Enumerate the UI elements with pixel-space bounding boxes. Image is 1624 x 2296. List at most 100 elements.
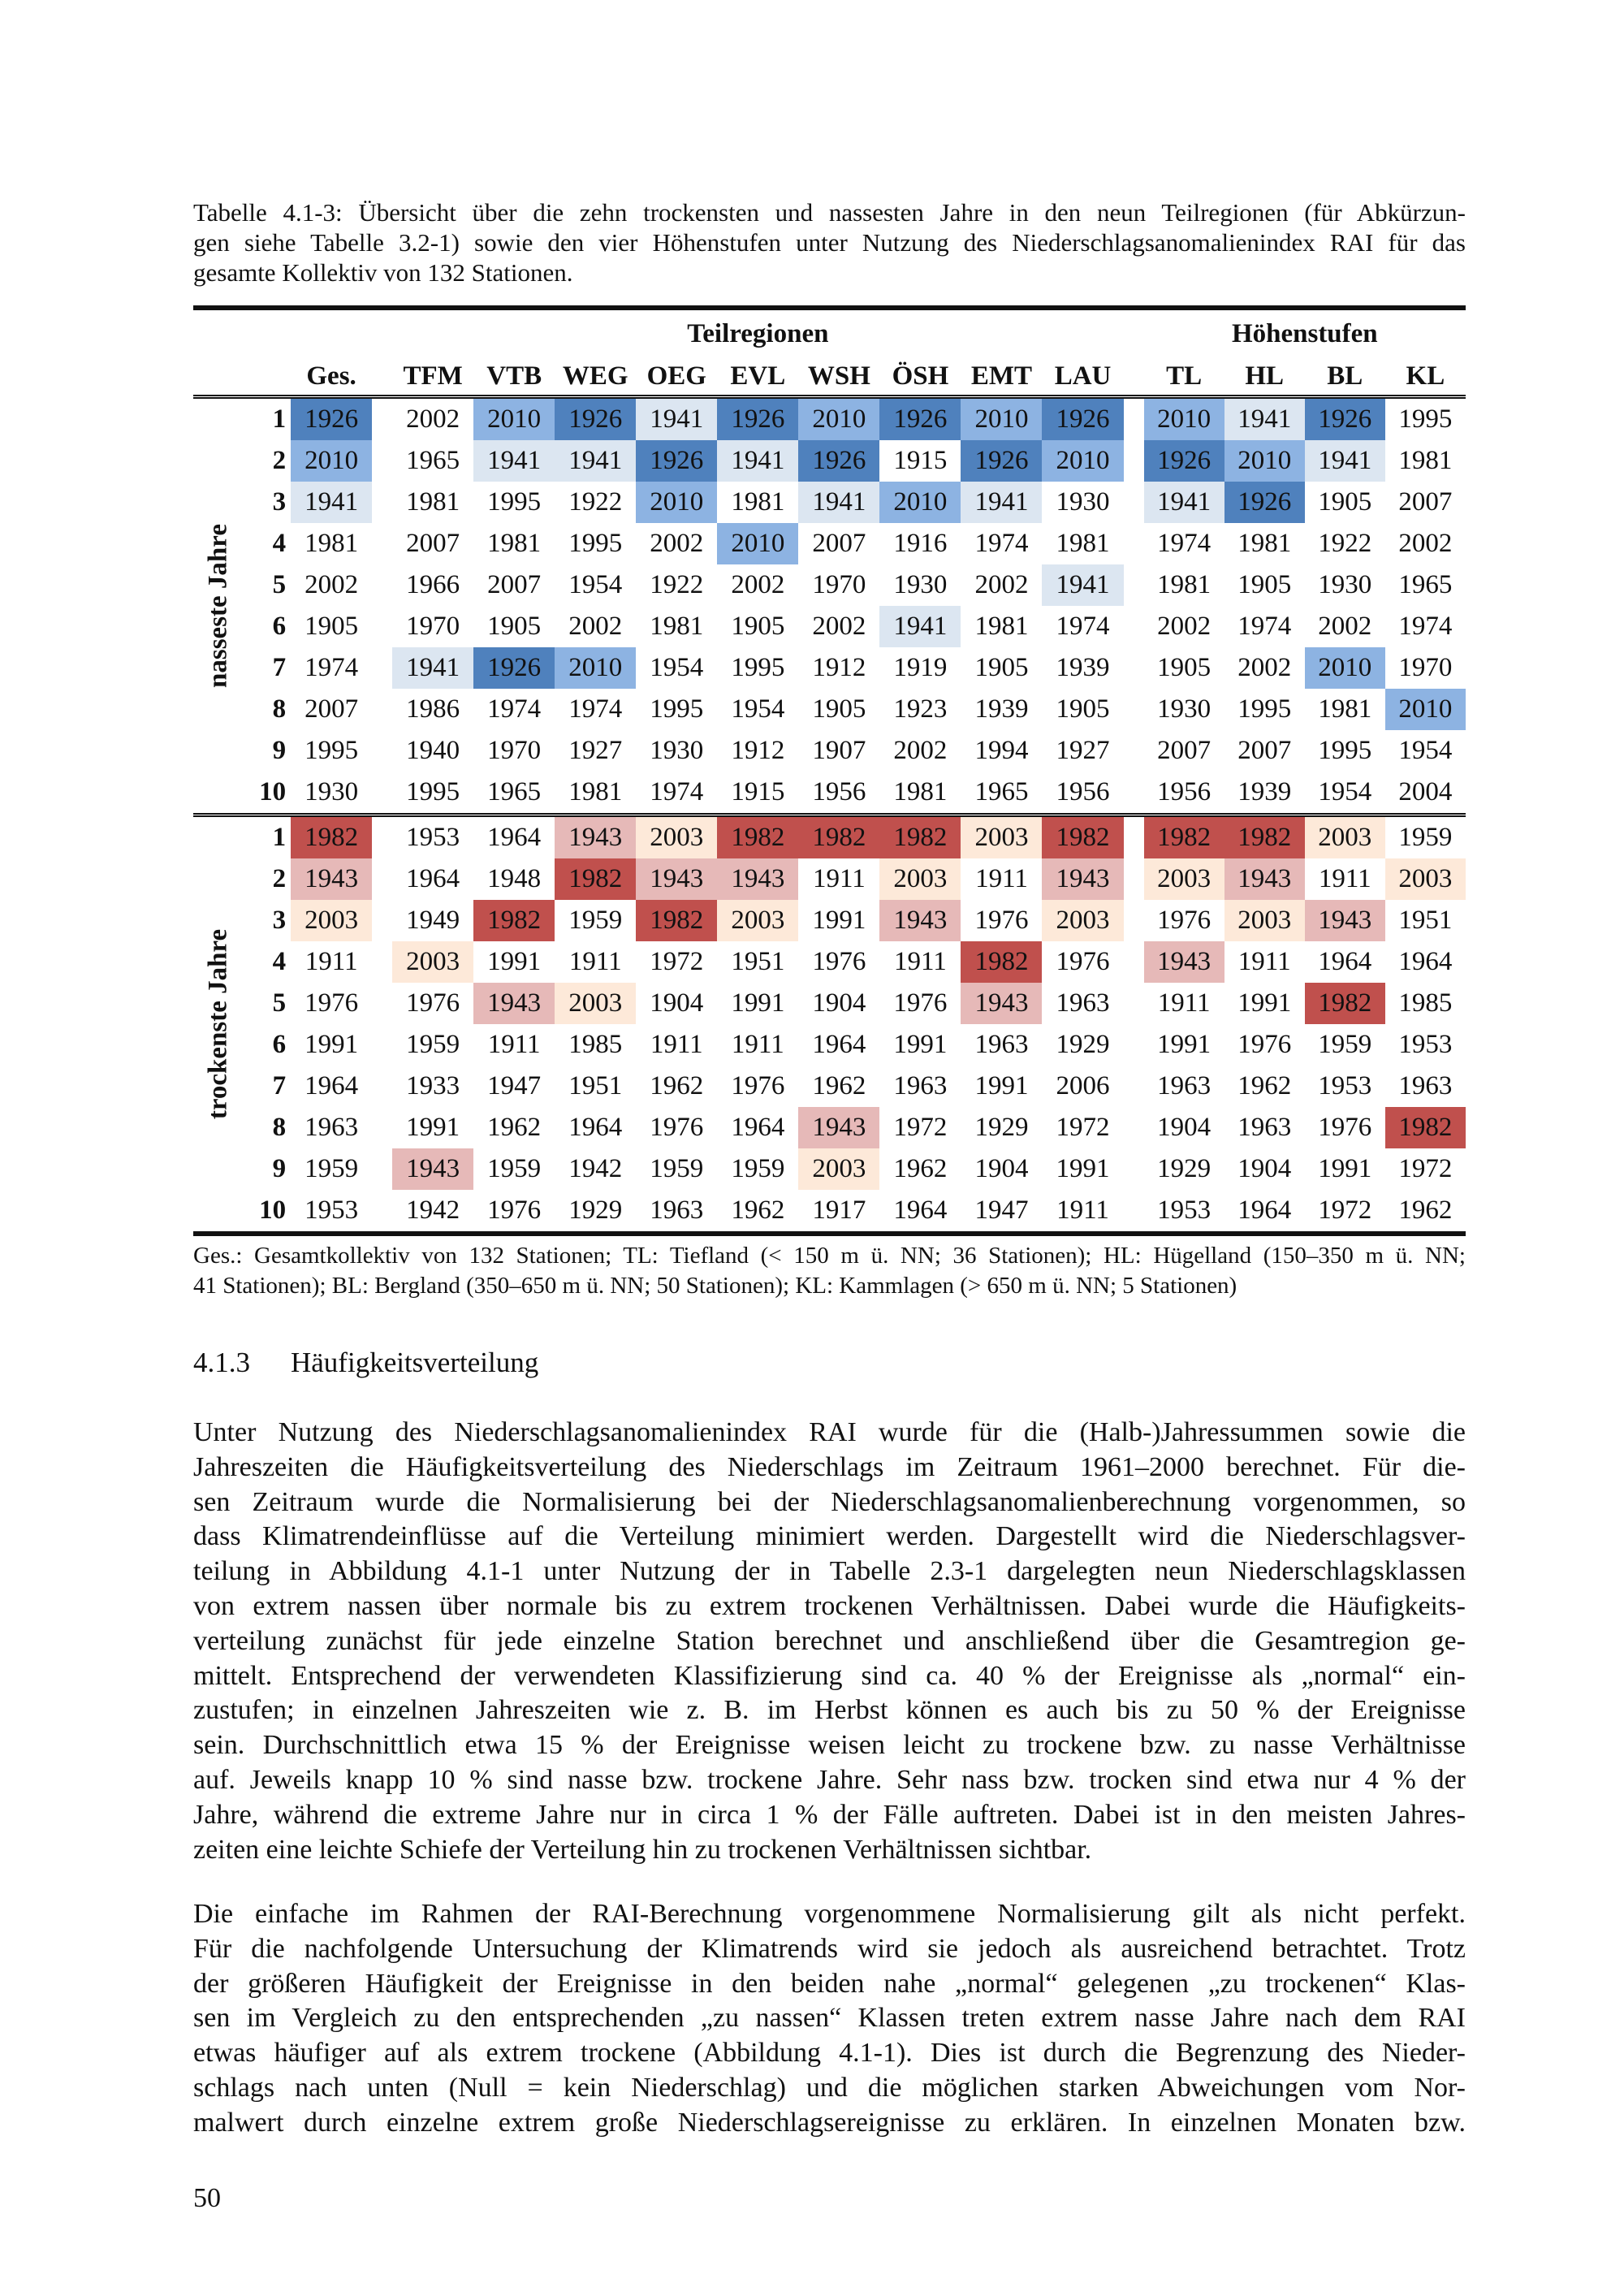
- year-cell: 1927: [1056, 736, 1110, 765]
- year-cell: 1991: [731, 988, 785, 1018]
- year-cell: 1949: [406, 906, 460, 935]
- spacer-cell: [372, 1190, 392, 1234]
- table-row: trockenste Jahre 1 1982 1953 1964 1943 2003 198…: [193, 815, 1466, 1119]
- year-cell: 1991: [812, 906, 866, 935]
- year-cell: 1974: [487, 694, 542, 724]
- year-cell: 1930: [650, 736, 704, 765]
- year-cell: 1995: [650, 694, 704, 724]
- year-cell: 1907: [812, 736, 866, 765]
- year-cell: 2010: [636, 482, 718, 523]
- year-cell: 1941: [798, 482, 880, 523]
- rank: 2: [272, 446, 287, 475]
- year-cell: 2006: [1056, 1071, 1110, 1100]
- year-cell: 2003: [798, 1148, 880, 1190]
- year-cell: 1943: [961, 983, 1043, 1024]
- year-cell: 1985: [568, 1030, 623, 1059]
- year-cell: 1962: [893, 1154, 948, 1183]
- year-cell: 1982: [879, 815, 961, 858]
- spacer-cell: [1124, 689, 1144, 730]
- year-cell: 1991: [406, 1113, 460, 1142]
- year-cell: 1943: [798, 1107, 880, 1148]
- spacer-cell: [372, 564, 392, 606]
- year-cell: 1974: [1398, 612, 1453, 641]
- year-cell: 1954: [1318, 777, 1372, 806]
- year-cell: 1905: [1237, 570, 1292, 599]
- year-cell: 1970: [406, 612, 460, 641]
- year-cell: 1981: [974, 612, 1029, 641]
- column-header: HL: [1245, 361, 1285, 391]
- year-cell: 1926: [717, 396, 799, 440]
- year-cell: 1972: [1318, 1196, 1372, 1225]
- year-cell: 1941: [961, 482, 1043, 523]
- year-cell: 1911: [568, 947, 622, 976]
- year-cell: 1930: [1056, 487, 1110, 517]
- year-cell: 1943: [1224, 858, 1305, 900]
- year-cell: 1991: [893, 1030, 948, 1059]
- year-cell: 1951: [568, 1071, 623, 1100]
- year-cell: 1963: [974, 1030, 1029, 1059]
- year-cell: 1941: [717, 440, 799, 482]
- rank: 2: [272, 864, 287, 893]
- year-cell: 1956: [1056, 777, 1110, 806]
- year-cell: 1912: [731, 736, 785, 765]
- year-cell: 1943: [1143, 941, 1224, 983]
- spacer-cell: [372, 647, 392, 689]
- text-line: der größeren Häufigkeit der Ereignisse i…: [193, 1968, 1466, 1999]
- table-row: 5 2002 1966 2007 1954 1922 2002 1970 1930 2002 194…: [193, 564, 1466, 606]
- text-line: Jahreszeiten die Häufigkeitsverteilung d…: [193, 1451, 1466, 1482]
- year-cell: 1926: [636, 440, 718, 482]
- section-label: trockenste Jahre: [203, 928, 233, 1120]
- year-cell: 1947: [487, 1071, 542, 1100]
- section-label: nasseste Jahre: [203, 524, 233, 688]
- year-cell: 1911: [1318, 864, 1371, 893]
- rank: 1: [272, 404, 287, 434]
- year-cell: 1943: [636, 858, 718, 900]
- text-line: 41 Stationen); BL: Bergland (350–650 m ü…: [193, 1273, 1237, 1299]
- year-cell: 1964: [731, 1113, 785, 1142]
- year-cell: 1962: [650, 1071, 704, 1100]
- section-label-cell: nasseste Jahre: [193, 397, 244, 815]
- spacer-header: [372, 357, 392, 397]
- year-cell: 1926: [555, 396, 637, 440]
- spacer-cell: [1124, 440, 1144, 482]
- spacer-cell: [372, 482, 392, 523]
- year-cell: 1933: [406, 1071, 460, 1100]
- year-cell: 1976: [731, 1071, 785, 1100]
- year-cell: 2003: [392, 941, 474, 983]
- column-header: OEG: [646, 361, 706, 391]
- spacer-cell: [1124, 815, 1144, 859]
- table-row: 6 1991 1959 1911 1985 1911 1911 1964 1991 1963 192…: [193, 1024, 1466, 1066]
- year-cell: 2002: [304, 570, 359, 599]
- spacer-cell: [372, 1148, 392, 1190]
- extreme-years-table-wrapper: Teilregionen Höhenstufen Ges. TFM VTB WEG OE…: [193, 305, 1466, 1236]
- year-cell: 1956: [1157, 777, 1212, 806]
- column-header: EMT: [970, 361, 1033, 391]
- year-cell: 1982: [636, 900, 718, 941]
- year-cell: 2010: [1304, 647, 1385, 689]
- year-cell: 2010: [473, 396, 555, 440]
- year-cell: 1929: [974, 1113, 1029, 1142]
- year-cell: 2003: [636, 815, 718, 858]
- year-cell: 1962: [487, 1113, 542, 1142]
- year-cell: 1954: [731, 694, 785, 724]
- year-cell: 2010: [879, 482, 961, 523]
- year-cell: 1981: [406, 487, 460, 517]
- year-cell: 1959: [650, 1154, 704, 1183]
- year-cell: 1956: [812, 777, 866, 806]
- year-cell: 1943: [1042, 858, 1124, 900]
- year-cell: 1981: [487, 529, 542, 558]
- year-cell: 1922: [568, 487, 623, 517]
- table-row: 9 1995 1940 1970 1927 1930 1912 1907 2002 1994 192…: [193, 730, 1466, 772]
- year-cell: 1963: [1056, 988, 1110, 1018]
- year-cell: 1981: [1056, 529, 1110, 558]
- text-line: sen Zeitraum wurde die Normalisierung be…: [193, 1486, 1466, 1517]
- year-cell: 1982: [1224, 815, 1305, 858]
- year-cell: 1926: [1042, 396, 1124, 440]
- year-cell: 1905: [304, 612, 359, 641]
- year-cell: 1904: [812, 988, 866, 1018]
- spacer-cell: [1124, 523, 1144, 564]
- text-line: Für die nachfolgende Untersuchung der Kl…: [193, 1933, 1466, 1964]
- year-cell: 1919: [893, 653, 948, 682]
- year-cell: 1991: [1318, 1154, 1372, 1183]
- year-cell: 2010: [717, 523, 799, 564]
